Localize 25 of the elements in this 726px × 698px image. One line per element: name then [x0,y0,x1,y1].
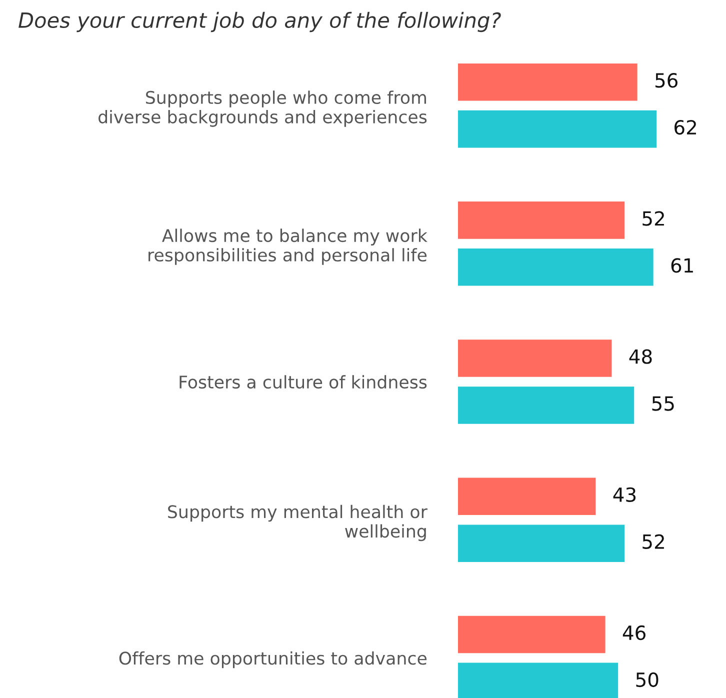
y-tick-label: Supports my mental health or wellbeing [168,504,428,542]
bar [458,478,596,516]
bar [458,110,657,148]
bar [458,248,654,286]
bar [458,386,634,424]
data-label: 48 [629,349,652,364]
data-label: 46 [622,625,646,640]
data-label: 62 [674,120,696,135]
bar [458,340,612,377]
data-label: 61 [671,258,693,273]
data-label: 52 [642,534,664,549]
data-label: 52 [642,211,664,226]
data-label: 55 [652,396,674,411]
data-label: 56 [655,73,678,88]
y-tick-label: Supports people who come from diverse backgrounds and experiences [98,90,427,127]
data-label: 50 [636,672,658,688]
data-label: 43 [613,487,636,502]
bar [458,524,624,562]
text: Does your current job do any of the following? [18,12,501,32]
bar [458,616,606,654]
bar [458,202,624,239]
y-tick-label: Offers me opportunities to advance [119,651,427,668]
y-tick-label: Allows me to balance my work responsibilities and personal life [148,228,428,265]
y-tick-label: Fosters a culture of kindness [180,375,427,389]
bar [458,63,638,101]
